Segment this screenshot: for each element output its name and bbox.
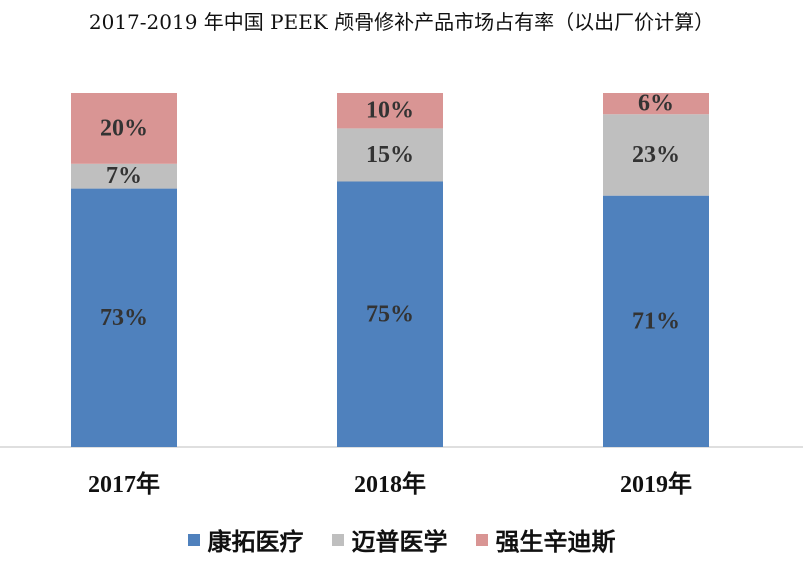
legend: 康拓医疗 迈普医学 强生辛迪斯 [0, 522, 803, 557]
data-label: 7% [106, 163, 142, 189]
legend-item: 强生辛迪斯 [475, 522, 616, 557]
data-label: 15% [366, 142, 414, 168]
bars-group: 73% 7% 20% 75% 15% 10% 71% 23% 6% [71, 91, 709, 447]
x-tick-label: 2019年 [620, 470, 692, 498]
data-label: 10% [366, 98, 414, 124]
x-tick-label: 2017年 [88, 470, 160, 498]
bar-segment [603, 93, 709, 115]
data-label: 71% [632, 308, 680, 334]
bar-segment [71, 163, 177, 189]
bar-segment [71, 188, 177, 447]
chart-title: 2017-2019 年中国 PEEK 颅骨修补产品市场占有率（以出厂价计算） [88, 10, 715, 34]
data-label: 73% [100, 305, 148, 331]
bar-segment [603, 114, 709, 196]
bar-segment [71, 93, 177, 164]
legend-swatch [331, 533, 344, 546]
bar-segment [337, 181, 443, 447]
data-label: 75% [366, 301, 414, 327]
bar-segment [603, 195, 709, 447]
legend-swatch [187, 533, 200, 546]
legend-item: 迈普医学 [331, 522, 448, 557]
data-label: 6% [638, 91, 674, 117]
legend-label: 康拓医疗 [207, 528, 304, 556]
bar-segment [337, 128, 443, 182]
x-tick-label: 2018年 [354, 470, 426, 498]
legend-label: 迈普医学 [351, 528, 448, 556]
legend-swatch [475, 533, 488, 546]
data-label: 20% [100, 115, 148, 141]
bar-segment [337, 93, 443, 129]
category-labels: 2017年 2018年 2019年 [88, 470, 692, 498]
legend-label: 强生辛迪斯 [495, 528, 616, 556]
legend-item: 康拓医疗 [187, 522, 304, 557]
data-label: 23% [632, 142, 680, 168]
